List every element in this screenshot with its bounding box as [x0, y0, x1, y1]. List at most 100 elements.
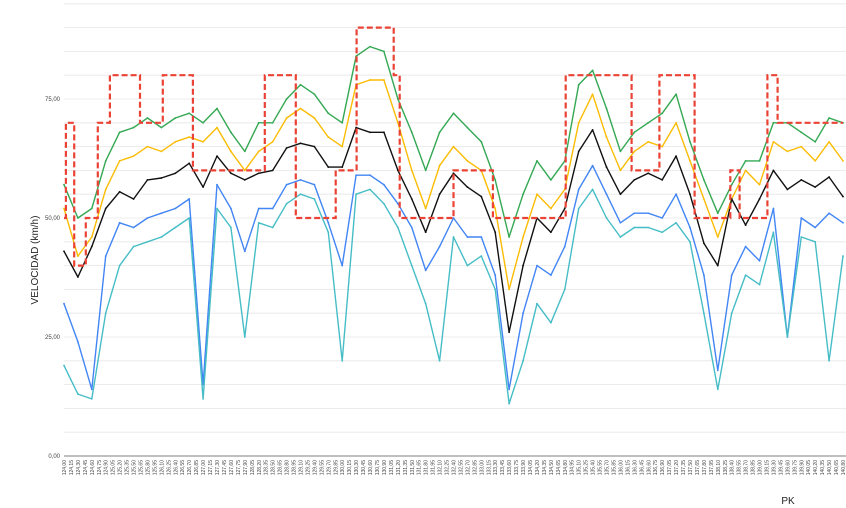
- data-point-blue: [424, 269, 427, 272]
- x-tick-label: 133,30: [493, 460, 499, 476]
- data-point-green: [744, 159, 747, 162]
- x-tick-label: 133,75: [514, 460, 520, 476]
- data-point-yellow: [619, 169, 622, 172]
- data-point-blue: [90, 388, 93, 391]
- x-tick-label: 134,80: [563, 460, 569, 476]
- x-tick-label: 136,60: [646, 460, 652, 476]
- data-point-cyan: [396, 226, 399, 229]
- x-tick-label: 140,20: [813, 460, 819, 476]
- data-point-black: [174, 172, 177, 175]
- data-point-cyan: [257, 221, 260, 224]
- x-tick-label: 137,05: [667, 460, 673, 476]
- x-tick-label: 130,30: [354, 460, 360, 476]
- data-point-blue: [104, 255, 107, 257]
- data-point-cyan: [355, 193, 358, 196]
- data-point-cyan: [313, 198, 316, 200]
- data-point-green: [313, 93, 316, 96]
- data-point-green: [661, 112, 664, 115]
- data-point-cyan: [772, 231, 775, 234]
- data-point-blue: [188, 198, 191, 200]
- data-point-yellow: [383, 79, 385, 81]
- data-point-blue: [522, 312, 524, 315]
- data-point-cyan: [230, 226, 232, 229]
- data-point-blue: [730, 274, 733, 277]
- data-point-blue: [396, 202, 399, 205]
- data-point-green: [522, 193, 524, 196]
- data-point-black: [77, 276, 79, 278]
- data-point-cyan: [383, 202, 385, 205]
- data-point-black: [369, 131, 371, 134]
- data-point-black: [661, 179, 664, 181]
- x-tick-label: 138,10: [716, 460, 722, 476]
- x-tick-label: 127,45: [222, 460, 228, 476]
- x-tick-label: 135,25: [584, 460, 590, 476]
- data-point-green: [285, 98, 288, 100]
- data-point-yellow: [271, 140, 274, 143]
- data-point-blue: [118, 221, 121, 224]
- data-point-black: [383, 131, 385, 134]
- data-point-green: [577, 83, 580, 86]
- data-point-black: [814, 186, 817, 188]
- x-tick-label: 139,00: [758, 460, 764, 476]
- data-point-yellow: [369, 79, 371, 81]
- data-point-black: [605, 166, 608, 168]
- series-line-black: [63, 126, 844, 333]
- x-tick-label: 129,55: [319, 460, 325, 476]
- x-tick-label: 139,60: [785, 460, 791, 476]
- data-point-cyan: [605, 217, 608, 219]
- data-point-black: [327, 166, 330, 168]
- data-point-yellow: [508, 288, 511, 291]
- data-point-black: [146, 179, 149, 181]
- data-point-yellow: [772, 140, 775, 143]
- data-point-green: [438, 131, 441, 134]
- data-point-black: [786, 188, 789, 191]
- data-point-black: [508, 331, 511, 334]
- data-point-blue: [243, 250, 246, 253]
- data-point-blue: [480, 236, 483, 238]
- data-point-green: [605, 107, 608, 110]
- data-point-blue: [174, 207, 177, 210]
- data-point-yellow: [675, 121, 677, 124]
- data-point-black: [702, 242, 705, 245]
- y-tick-label: 0,00: [48, 454, 60, 460]
- data-point-black: [480, 195, 483, 198]
- data-point-green: [257, 121, 260, 124]
- data-point-black: [118, 190, 121, 193]
- data-point-green: [424, 169, 427, 172]
- data-point-cyan: [243, 336, 246, 338]
- data-point-cyan: [132, 245, 135, 248]
- data-point-black: [633, 179, 636, 181]
- x-tick-label: 130,60: [368, 460, 374, 476]
- x-tick-label: 126,25: [166, 460, 172, 476]
- x-tick-label: 132,10: [438, 460, 444, 476]
- data-point-yellow: [438, 164, 441, 167]
- x-tick-label: 133,15: [486, 460, 492, 476]
- x-tick-label: 132,85: [472, 460, 478, 476]
- data-point-blue: [591, 164, 594, 167]
- data-point-blue: [452, 217, 455, 219]
- data-point-blue: [146, 217, 149, 219]
- data-point-yellow: [842, 159, 844, 162]
- data-point-cyan: [285, 202, 288, 205]
- x-tick-label: 126,85: [194, 460, 200, 476]
- data-point-blue: [814, 226, 817, 229]
- data-point-yellow: [828, 140, 830, 143]
- data-point-green: [549, 179, 552, 181]
- x-tick-label: 126,40: [173, 460, 179, 476]
- data-point-cyan: [633, 226, 636, 229]
- x-tick-label: 138,70: [744, 460, 750, 476]
- data-point-black: [577, 150, 580, 153]
- data-point-green: [466, 126, 469, 129]
- data-point-yellow: [549, 207, 552, 210]
- data-point-green: [132, 126, 135, 129]
- data-point-cyan: [758, 283, 761, 286]
- data-point-yellow: [591, 93, 594, 96]
- x-tick-label: 140,35: [820, 460, 826, 476]
- data-point-green: [396, 98, 399, 100]
- x-tick-label: 128,05: [250, 460, 256, 476]
- x-tick-label: 128,95: [292, 460, 298, 476]
- x-tick-label: 139,15: [764, 460, 770, 476]
- data-point-cyan: [299, 193, 302, 196]
- data-point-yellow: [327, 136, 330, 138]
- data-point-green: [271, 121, 274, 124]
